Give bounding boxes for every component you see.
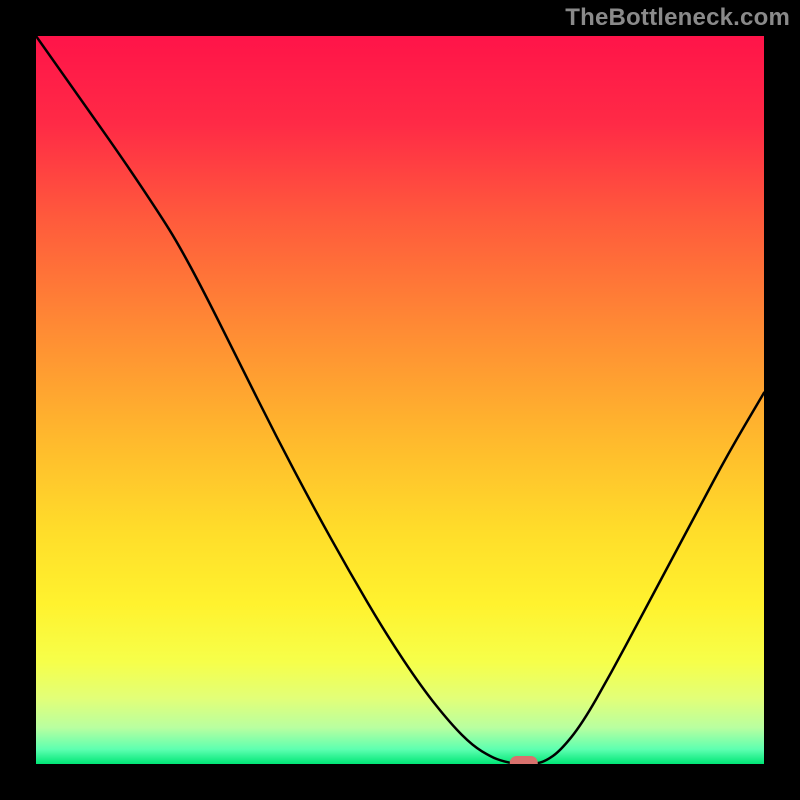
bottleneck-chart bbox=[0, 0, 800, 800]
stage: TheBottleneck.com bbox=[0, 0, 800, 800]
watermark-text: TheBottleneck.com bbox=[565, 4, 790, 32]
